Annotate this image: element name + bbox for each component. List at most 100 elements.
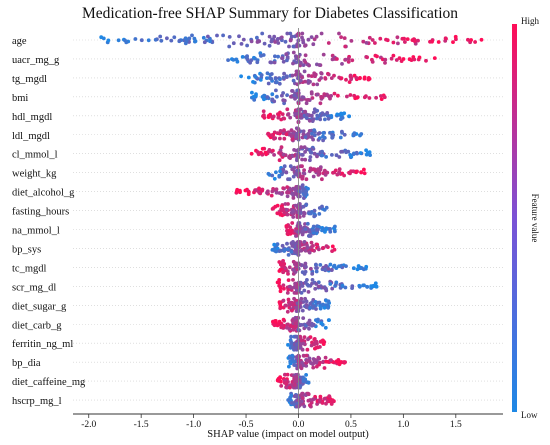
shap-point	[321, 246, 326, 250]
shap-point	[318, 306, 323, 311]
shap-point	[357, 284, 362, 289]
shap-point	[260, 146, 265, 151]
shap-point	[294, 288, 299, 292]
shap-point	[302, 404, 307, 409]
shap-point	[259, 150, 263, 155]
shap-point	[330, 286, 335, 291]
shap-point	[312, 72, 317, 77]
shap-point	[351, 266, 356, 271]
shap-point	[358, 76, 362, 80]
shap-point	[306, 98, 311, 102]
shap-point	[277, 81, 282, 86]
shap-point	[323, 76, 328, 81]
shap-point	[318, 394, 323, 399]
shap-point	[312, 133, 317, 138]
shap-point	[303, 53, 308, 58]
shap-point	[270, 115, 275, 120]
shap-point	[324, 155, 328, 159]
shap-point	[208, 39, 212, 44]
shap-point	[364, 148, 368, 153]
shap-point	[329, 267, 334, 272]
shap-point	[337, 31, 341, 36]
shap-point	[364, 264, 369, 269]
shap-point	[302, 240, 307, 244]
feature-label: hdl_mgdl	[12, 112, 52, 123]
shap-point	[283, 39, 288, 44]
shap-point	[277, 269, 282, 273]
shap-point	[311, 174, 316, 179]
shap-point	[336, 93, 340, 98]
shap-point	[169, 38, 174, 43]
shap-point	[361, 267, 366, 272]
shap-point	[231, 58, 236, 62]
shap-point	[281, 186, 286, 191]
shap-point	[290, 308, 294, 313]
shap-point	[271, 319, 275, 324]
shap-point	[303, 135, 308, 140]
shap-point	[308, 335, 313, 339]
shap-point	[278, 148, 283, 153]
shap-point	[274, 187, 279, 192]
shap-point	[333, 229, 337, 234]
shap-point	[278, 211, 283, 216]
shap-point	[319, 31, 324, 36]
shap-point	[306, 398, 311, 403]
shap-point	[294, 134, 298, 139]
shap-point	[286, 272, 290, 276]
shap-point	[364, 41, 369, 45]
shap-point	[308, 234, 313, 238]
shap-point	[286, 297, 291, 302]
shap-point	[296, 165, 300, 170]
shap-point	[299, 366, 304, 371]
shap-point	[405, 37, 410, 41]
shap-point	[288, 284, 292, 289]
shap-point	[309, 90, 314, 95]
feature-label: fasting_hours	[12, 207, 69, 218]
shap-point	[282, 164, 287, 169]
shap-point	[262, 41, 267, 46]
shap-point	[347, 170, 351, 175]
shap-point	[153, 37, 158, 42]
shap-point	[305, 278, 309, 282]
shap-point	[249, 39, 254, 44]
shap-point	[307, 229, 312, 234]
shap-point	[314, 266, 318, 270]
shap-point	[305, 358, 310, 363]
shap-point	[274, 80, 279, 84]
shap-point	[306, 290, 311, 294]
shap-point	[235, 189, 239, 194]
x-tick-label: -1.5	[134, 420, 149, 430]
shap-point	[254, 92, 258, 97]
shap-point	[324, 244, 329, 249]
shap-point	[309, 150, 314, 155]
shap-point	[300, 396, 305, 400]
shap-point	[312, 214, 317, 219]
shap-point	[395, 35, 400, 40]
shap-point	[253, 75, 258, 79]
shap-point	[281, 283, 286, 288]
shap-point	[172, 35, 177, 40]
colorbar-low-label: Low	[521, 410, 538, 420]
shap-point	[328, 227, 332, 231]
shap-point	[310, 119, 315, 123]
shap-point	[259, 54, 263, 58]
shap-point	[283, 372, 287, 377]
shap-point	[159, 38, 164, 43]
shap-point	[292, 363, 297, 367]
shap-point	[270, 92, 275, 97]
shap-point	[451, 40, 455, 44]
shap-point	[314, 263, 318, 267]
shap-point	[278, 110, 282, 115]
shap-point	[323, 325, 328, 330]
shap-point	[365, 55, 369, 60]
shap-point	[278, 77, 282, 82]
shap-point	[364, 152, 369, 157]
shap-point	[325, 170, 330, 175]
shap-point	[309, 135, 314, 140]
shap-point	[290, 244, 295, 248]
shap-point	[338, 264, 343, 268]
feature-label: cl_mmol_l	[12, 150, 58, 161]
shap-point	[272, 323, 277, 328]
shap-point	[301, 129, 306, 134]
